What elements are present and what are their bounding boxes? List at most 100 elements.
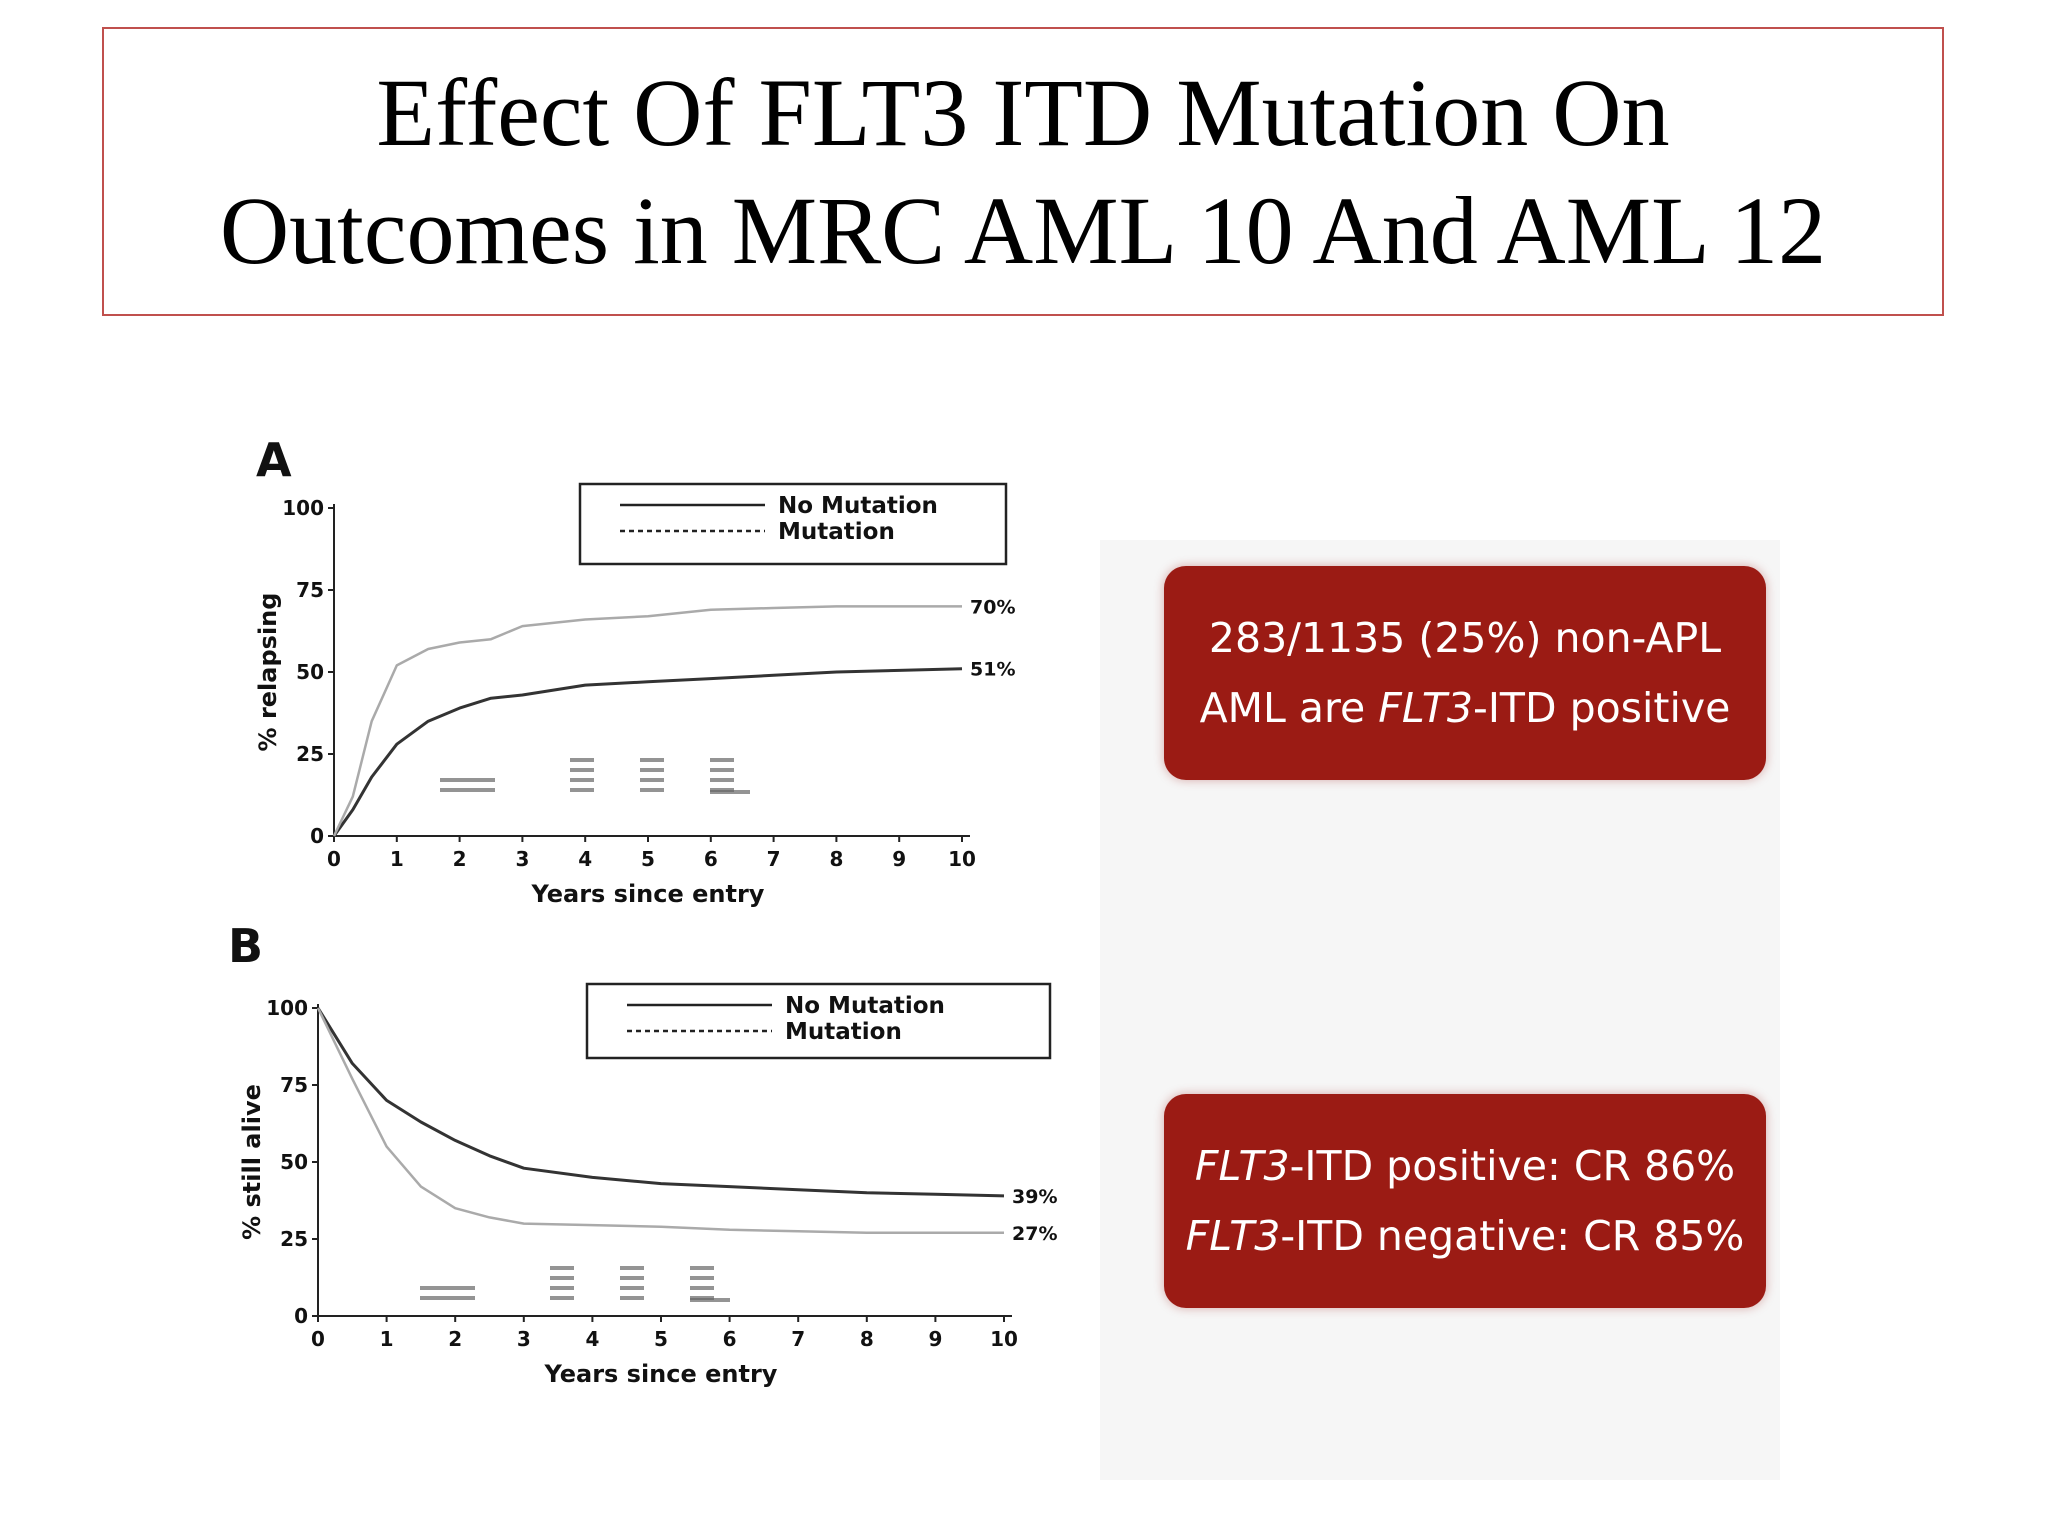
- callout-1-line-2-pre: AML are: [1199, 684, 1379, 732]
- callout-2-line-2-gene: FLT3: [1185, 1212, 1281, 1260]
- x-tick-label: 1: [380, 1327, 394, 1351]
- risk-table-mark: [710, 778, 734, 782]
- callout-2-line-1: FLT3-ITD positive: CR 86%: [1195, 1131, 1735, 1201]
- y-tick-label: 25: [280, 1227, 308, 1251]
- series-end-label: 39%: [1012, 1186, 1057, 1208]
- callout-2-line-1-gene: FLT3: [1194, 1142, 1290, 1190]
- y-tick-label: 50: [280, 1150, 308, 1174]
- series-end-label: 70%: [970, 596, 1015, 618]
- callout-2-line-2: FLT3-ITD negative: CR 85%: [1186, 1201, 1745, 1271]
- y-tick-label: 0: [310, 824, 324, 848]
- risk-table-mark: [550, 1286, 574, 1290]
- x-tick-label: 10: [990, 1327, 1018, 1351]
- x-tick-label: 3: [517, 1327, 531, 1351]
- risk-table-mark: [620, 1276, 644, 1280]
- risk-table-mark: [640, 758, 664, 762]
- y-tick-label: 75: [280, 1073, 308, 1097]
- callout-1-line-1: 283/1135 (25%) non-APL: [1209, 603, 1721, 673]
- y-tick-label: 100: [282, 496, 324, 520]
- y-tick-label: 25: [296, 742, 324, 766]
- risk-table-mark: [440, 788, 495, 792]
- risk-table-mark: [690, 1266, 714, 1270]
- risk-table-mark: [640, 788, 664, 792]
- series-line-no-mutation: [332, 667, 963, 837]
- x-tick-label: 2: [448, 1327, 462, 1351]
- x-tick-label: 0: [311, 1327, 325, 1351]
- risk-table-mark: [640, 768, 664, 772]
- panel-letter: B: [228, 919, 263, 973]
- series-line-mutation: [332, 605, 962, 837]
- risk-table-mark: [710, 758, 734, 762]
- x-tick-label: 5: [641, 847, 655, 871]
- risk-table-mark: [710, 790, 750, 794]
- y-axis-title: % still alive: [238, 1084, 266, 1240]
- risk-table-mark: [690, 1286, 714, 1290]
- x-tick-label: 6: [723, 1327, 737, 1351]
- callout-1-line-2-gene: FLT3: [1378, 684, 1474, 732]
- risk-table-mark: [420, 1296, 475, 1300]
- y-tick-label: 50: [296, 660, 324, 684]
- callout-cr-rates: FLT3-ITD positive: CR 86% FLT3-ITD negat…: [1164, 1094, 1766, 1308]
- risk-table-mark: [550, 1266, 574, 1270]
- x-tick-label: 8: [860, 1327, 874, 1351]
- x-tick-label: 5: [654, 1327, 668, 1351]
- risk-table-mark: [550, 1296, 574, 1300]
- legend-label: Mutation: [778, 519, 895, 545]
- risk-table-mark: [550, 1276, 574, 1280]
- legend-label: No Mutation: [785, 993, 945, 1019]
- x-tick-label: 3: [515, 847, 529, 871]
- panel-letter: A: [256, 433, 292, 487]
- legend-label: No Mutation: [778, 493, 938, 519]
- x-tick-label: 7: [791, 1327, 805, 1351]
- x-tick-label: 2: [453, 847, 467, 871]
- slide-title-box: Effect Of FLT3 ITD Mutation On Outcomes …: [102, 27, 1944, 316]
- risk-table-mark: [690, 1298, 730, 1302]
- risk-table-mark: [620, 1296, 644, 1300]
- series-end-label: 27%: [1012, 1223, 1057, 1245]
- x-tick-label: 7: [767, 847, 781, 871]
- callout-flt3-prevalence: 283/1135 (25%) non-APL AML are FLT3-ITD …: [1164, 566, 1766, 780]
- legend-label: Mutation: [785, 1019, 902, 1045]
- risk-table-mark: [570, 778, 594, 782]
- slide-title-line-2: Outcomes in MRC AML 10 And AML 12: [219, 176, 1827, 284]
- y-axis-title: % relapsing: [254, 593, 282, 752]
- risk-table-mark: [440, 778, 495, 782]
- x-tick-label: 4: [578, 847, 592, 871]
- x-tick-label: 9: [928, 1327, 942, 1351]
- x-axis-title: Years since entry: [531, 880, 765, 908]
- callout-2-line-1-post: -ITD positive: CR 86%: [1289, 1142, 1736, 1190]
- risk-table-mark: [570, 768, 594, 772]
- risk-table-mark: [420, 1286, 475, 1290]
- risk-table-mark: [640, 778, 664, 782]
- legend-box: [585, 982, 1052, 1060]
- x-tick-label: 10: [948, 847, 976, 871]
- risk-table-mark: [690, 1276, 714, 1280]
- legend-box: [578, 482, 1008, 566]
- x-tick-label: 0: [327, 847, 341, 871]
- x-axis-title: Years since entry: [544, 1360, 778, 1388]
- callout-1-line-2-post: -ITD positive: [1473, 684, 1731, 732]
- x-tick-label: 4: [585, 1327, 599, 1351]
- risk-table-mark: [710, 768, 734, 772]
- series-line-no-mutation: [316, 1007, 1005, 1198]
- slide-title-line-1: Effect Of FLT3 ITD Mutation On: [376, 58, 1670, 166]
- series-line-mutation: [316, 1007, 1004, 1235]
- callout-1-line-2: AML are FLT3-ITD positive: [1200, 673, 1731, 743]
- x-tick-label: 9: [892, 847, 906, 871]
- risk-table-mark: [620, 1286, 644, 1290]
- callout-2-line-2-post: -ITD negative: CR 85%: [1280, 1212, 1745, 1260]
- risk-table-mark: [570, 758, 594, 762]
- risk-table-mark: [570, 788, 594, 792]
- x-tick-label: 6: [704, 847, 718, 871]
- risk-table-mark: [620, 1266, 644, 1270]
- series-end-label: 51%: [970, 659, 1015, 681]
- x-tick-label: 8: [829, 847, 843, 871]
- callout-1-line-1-text: 283/1135 (25%) non-APL: [1208, 614, 1722, 662]
- y-tick-label: 0: [294, 1304, 308, 1328]
- x-tick-label: 1: [390, 847, 404, 871]
- y-tick-label: 100: [266, 996, 308, 1020]
- y-tick-label: 75: [296, 578, 324, 602]
